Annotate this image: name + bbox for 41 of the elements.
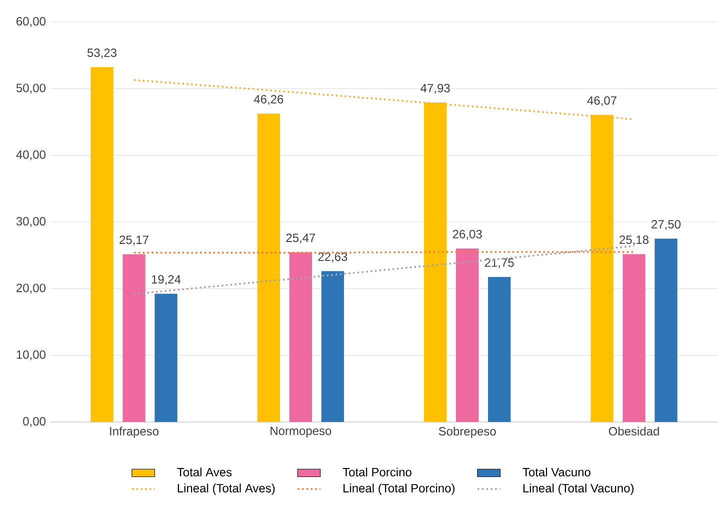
data-label: 26,03 (452, 230, 482, 240)
x-tick-label: Infrapeso (110, 426, 159, 438)
y-tick-label: 60,00 (16, 17, 46, 27)
bar (321, 271, 344, 422)
data-label: 25,18 (620, 236, 648, 246)
x-tick-label: Sobrepeso (438, 426, 496, 438)
data-label: 25,17 (120, 236, 148, 246)
x-tick-label: Normopeso (270, 426, 332, 438)
bar (622, 254, 646, 422)
data-label: 19,24 (152, 275, 181, 286)
bar (154, 294, 178, 422)
data-label: 53,23 (87, 48, 116, 58)
data-label: 46,07 (587, 96, 616, 106)
data-label: 47,93 (420, 84, 450, 94)
bar (488, 276, 511, 422)
bar (654, 238, 678, 422)
y-tick-label: 20,00 (16, 284, 46, 294)
bar (257, 114, 280, 422)
legend-label: Lineal (Total Porcino) (344, 484, 455, 495)
y-tick-label: 0,00 (23, 417, 46, 427)
x-tick-label: Obesidad (608, 426, 659, 436)
legend-label: Lineal (Total Aves) (178, 484, 275, 495)
legend-label: Lineal (Total Vacuno) (523, 484, 634, 495)
bar (289, 252, 312, 422)
y-tick-label: 40,00 (16, 150, 46, 160)
bar (456, 248, 479, 422)
legend-label: Total Porcino (342, 468, 412, 476)
bar (122, 254, 146, 422)
data-label: 25,47 (286, 234, 316, 244)
line-series (133, 245, 635, 295)
data-label: 22,63 (318, 252, 348, 262)
bar (590, 114, 614, 422)
data-label: 27,50 (652, 220, 681, 230)
bar (424, 102, 447, 422)
legend-label: Total Vacuno (522, 468, 590, 476)
bar (90, 67, 114, 422)
y-tick-label: 30,00 (16, 217, 46, 227)
y-tick-label: 10,00 (16, 350, 46, 360)
legend-label: Total Aves (177, 468, 232, 476)
y-tick-label: 50,00 (16, 84, 46, 94)
data-label: 46,26 (254, 94, 284, 105)
